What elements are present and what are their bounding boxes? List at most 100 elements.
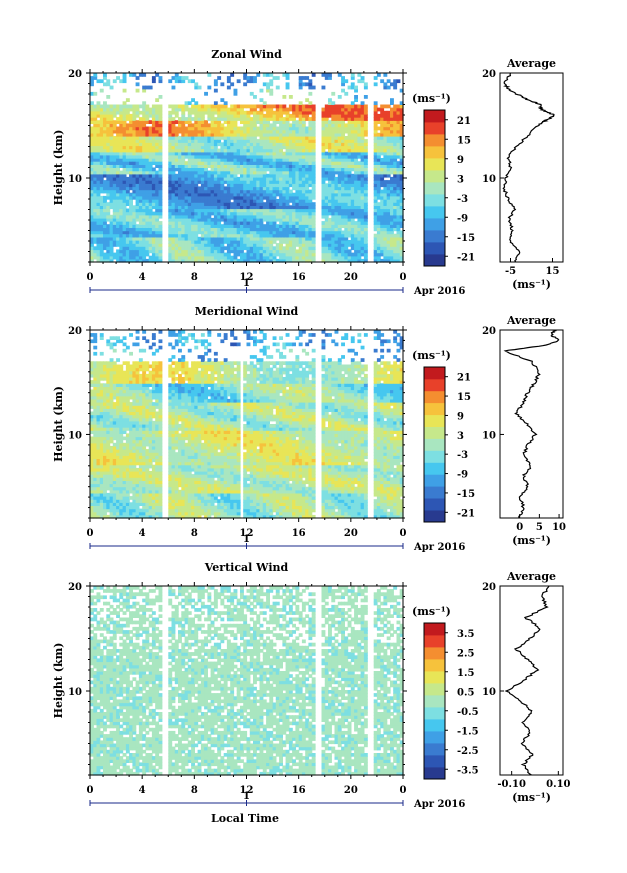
heatmap-cell [226,176,231,181]
heatmap-cell [93,142,98,147]
heatmap-cell [129,233,133,238]
heatmap-cell [373,240,378,244]
heatmap-cell [168,136,173,140]
heatmap-cell [217,211,222,216]
heatmap-cell [354,170,358,175]
heatmap-cell [285,129,290,134]
heatmap-cell [151,167,156,172]
heatmap-cell [292,202,296,206]
heatmap-cell [135,208,140,213]
heatmap-cell [210,243,215,247]
heatmap-cell [191,192,195,197]
heatmap-cell [217,183,222,188]
heatmap-cell [184,167,189,172]
heatmap-cell [376,211,381,216]
heatmap-cell [350,104,355,109]
heatmap-cell [96,126,101,131]
heatmap-cell [90,82,94,87]
heatmap-cell [145,258,150,263]
heatmap-cell [99,139,104,143]
heatmap-cell [311,195,316,200]
heatmap-cell [253,132,257,137]
heatmap-cell [246,240,251,244]
heatmap-cell [373,195,378,200]
heatmap-cell [138,246,143,251]
heatmap-cell [279,249,283,254]
heatmap-cell [354,142,358,147]
heatmap-cell [122,129,127,134]
heatmap-cell [236,211,241,216]
heatmap-cell [217,142,222,147]
heatmap-cell [285,195,290,200]
heatmap-cell [168,180,173,184]
heatmap-cell [266,202,270,206]
heatmap-cell [360,132,365,137]
heatmap-cell [204,180,208,184]
heatmap-cell [288,221,293,225]
heatmap-cell [243,151,248,156]
heatmap-cell [194,221,199,225]
heatmap-cell [354,88,358,93]
heatmap-cell [334,186,339,191]
heatmap-cell [210,132,215,137]
heatmap-cell [184,236,189,241]
heatmap-cell [334,139,339,143]
heatmap-cell [262,192,267,197]
heatmap-cell [142,186,147,191]
heatmap-cell [331,224,336,228]
heatmap-cell [135,236,140,241]
heatmap-cell [230,117,235,121]
heatmap-cell [109,136,114,140]
heatmap-cell [357,129,362,134]
heatmap-cell [269,129,274,134]
heatmap-cell [295,236,300,241]
heatmap-cell [112,158,117,162]
heatmap-cell [93,214,98,219]
heatmap-cell [125,164,130,168]
heatmap-cell [236,236,241,241]
heatmap-cell [243,214,248,219]
heatmap-cell [109,161,114,165]
heatmap-cell [90,132,94,137]
heatmap-cell [373,246,378,251]
heatmap-cell [106,120,111,124]
heatmap-cell [259,211,264,216]
heatmap-cell [321,252,326,257]
heatmap-cell [230,129,235,134]
heatmap-cell [321,227,326,232]
heatmap-cell [220,136,225,140]
heatmap-cell [207,136,212,140]
heatmap-cell [373,202,378,206]
heatmap-cell [298,255,303,260]
colorbar-tick-label: -15 [457,233,475,244]
heatmap-cell [354,195,358,200]
heatmap-cell [321,117,326,121]
heatmap-cell [373,161,378,165]
heatmap-cell [220,236,225,241]
heatmap-cell [181,236,186,241]
heatmap-cell [138,164,143,168]
heatmap-cell [288,199,293,203]
heatmap-cell [99,249,104,254]
heatmap-cell [200,164,205,168]
heatmap-cell [142,136,147,140]
heatmap-cell [220,98,225,102]
heatmap-cell [129,195,133,200]
heatmap-cell [112,180,117,184]
heatmap-cell [168,258,173,263]
heatmap-cell [282,132,287,137]
heatmap-cell [109,173,114,178]
heatmap-cell [106,117,111,121]
heatmap-cell [269,249,274,254]
heatmap-cell [350,139,355,143]
heatmap-cell [207,189,212,194]
heatmap-cell [191,202,195,206]
heatmap-cell [279,214,283,219]
heatmap-cell [119,255,124,260]
heatmap-cell [347,132,352,137]
heatmap-cell [253,224,257,228]
heatmap-cell [262,208,267,213]
heatmap-cell [187,110,192,115]
heatmap-cell [200,252,205,257]
heatmap-cell [109,252,114,257]
